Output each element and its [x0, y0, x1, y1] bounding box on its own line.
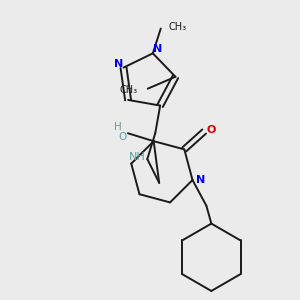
Text: N: N: [114, 59, 123, 69]
Text: CH₃: CH₃: [169, 22, 187, 32]
Text: NH: NH: [129, 152, 146, 162]
Text: O: O: [206, 124, 216, 135]
Text: N: N: [196, 175, 205, 185]
Text: O: O: [119, 132, 127, 142]
Text: CH₃: CH₃: [120, 85, 138, 95]
Text: H: H: [114, 122, 122, 132]
Text: N: N: [153, 44, 162, 54]
